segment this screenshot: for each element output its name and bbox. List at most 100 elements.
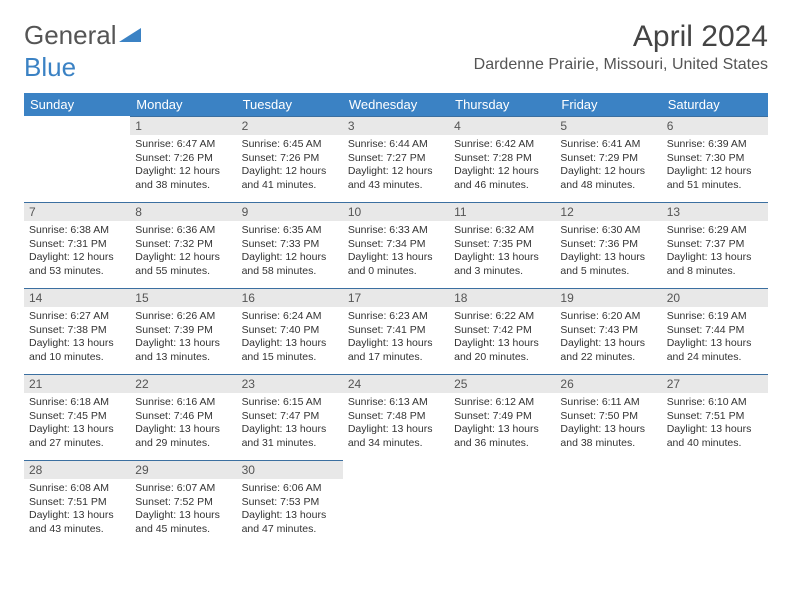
calendar-day-cell: 28Sunrise: 6:08 AMSunset: 7:51 PMDayligh… [24, 460, 130, 546]
calendar-day-cell: 1Sunrise: 6:47 AMSunset: 7:26 PMDaylight… [130, 116, 236, 202]
day-details: Sunrise: 6:38 AMSunset: 7:31 PMDaylight:… [24, 221, 130, 283]
day-details: Sunrise: 6:44 AMSunset: 7:27 PMDaylight:… [343, 135, 449, 197]
day-number: 29 [130, 460, 236, 479]
calendar-week-row: 7Sunrise: 6:38 AMSunset: 7:31 PMDaylight… [24, 202, 768, 288]
day-details: Sunrise: 6:39 AMSunset: 7:30 PMDaylight:… [662, 135, 768, 197]
day-details: Sunrise: 6:15 AMSunset: 7:47 PMDaylight:… [237, 393, 343, 455]
day-number: 12 [555, 202, 661, 221]
day-number: 22 [130, 374, 236, 393]
day-number: 11 [449, 202, 555, 221]
calendar-day-cell: 18Sunrise: 6:22 AMSunset: 7:42 PMDayligh… [449, 288, 555, 374]
day-details: Sunrise: 6:19 AMSunset: 7:44 PMDaylight:… [662, 307, 768, 369]
day-number: 10 [343, 202, 449, 221]
day-details: Sunrise: 6:16 AMSunset: 7:46 PMDaylight:… [130, 393, 236, 455]
day-details: Sunrise: 6:13 AMSunset: 7:48 PMDaylight:… [343, 393, 449, 455]
day-details: Sunrise: 6:45 AMSunset: 7:26 PMDaylight:… [237, 135, 343, 197]
title-block: April 2024 Dardenne Prairie, Missouri, U… [474, 20, 768, 78]
day-details: Sunrise: 6:35 AMSunset: 7:33 PMDaylight:… [237, 221, 343, 283]
calendar-day-cell: 24Sunrise: 6:13 AMSunset: 7:48 PMDayligh… [343, 374, 449, 460]
month-title: April 2024 [474, 20, 768, 54]
calendar-day-cell: 16Sunrise: 6:24 AMSunset: 7:40 PMDayligh… [237, 288, 343, 374]
location-text: Dardenne Prairie, Missouri, United State… [474, 56, 768, 74]
calendar-day-cell: 26Sunrise: 6:11 AMSunset: 7:50 PMDayligh… [555, 374, 661, 460]
day-details: Sunrise: 6:11 AMSunset: 7:50 PMDaylight:… [555, 393, 661, 455]
day-details: Sunrise: 6:47 AMSunset: 7:26 PMDaylight:… [130, 135, 236, 197]
calendar-day-cell [449, 460, 555, 546]
weekday-header-row: SundayMondayTuesdayWednesdayThursdayFrid… [24, 93, 768, 116]
day-number: 1 [130, 116, 236, 135]
logo-text-2: Blue [24, 52, 76, 82]
weekday-header: Sunday [24, 93, 130, 116]
day-details: Sunrise: 6:24 AMSunset: 7:40 PMDaylight:… [237, 307, 343, 369]
calendar-week-row: 28Sunrise: 6:08 AMSunset: 7:51 PMDayligh… [24, 460, 768, 546]
weekday-header: Monday [130, 93, 236, 116]
calendar-day-cell: 3Sunrise: 6:44 AMSunset: 7:27 PMDaylight… [343, 116, 449, 202]
calendar-week-row: 21Sunrise: 6:18 AMSunset: 7:45 PMDayligh… [24, 374, 768, 460]
logo: General [24, 20, 141, 51]
calendar-day-cell [343, 460, 449, 546]
calendar-day-cell: 6Sunrise: 6:39 AMSunset: 7:30 PMDaylight… [662, 116, 768, 202]
calendar-day-cell [555, 460, 661, 546]
calendar-day-cell: 17Sunrise: 6:23 AMSunset: 7:41 PMDayligh… [343, 288, 449, 374]
day-details: Sunrise: 6:22 AMSunset: 7:42 PMDaylight:… [449, 307, 555, 369]
day-number: 17 [343, 288, 449, 307]
day-number: 23 [237, 374, 343, 393]
day-number: 5 [555, 116, 661, 135]
calendar-day-cell: 13Sunrise: 6:29 AMSunset: 7:37 PMDayligh… [662, 202, 768, 288]
day-number: 27 [662, 374, 768, 393]
weekday-header: Wednesday [343, 93, 449, 116]
calendar-day-cell: 21Sunrise: 6:18 AMSunset: 7:45 PMDayligh… [24, 374, 130, 460]
day-number: 16 [237, 288, 343, 307]
day-details: Sunrise: 6:12 AMSunset: 7:49 PMDaylight:… [449, 393, 555, 455]
day-number: 30 [237, 460, 343, 479]
weekday-header: Tuesday [237, 93, 343, 116]
calendar-day-cell: 25Sunrise: 6:12 AMSunset: 7:49 PMDayligh… [449, 374, 555, 460]
calendar-day-cell: 8Sunrise: 6:36 AMSunset: 7:32 PMDaylight… [130, 202, 236, 288]
calendar-day-cell: 11Sunrise: 6:32 AMSunset: 7:35 PMDayligh… [449, 202, 555, 288]
day-details: Sunrise: 6:23 AMSunset: 7:41 PMDaylight:… [343, 307, 449, 369]
day-number: 26 [555, 374, 661, 393]
day-details: Sunrise: 6:20 AMSunset: 7:43 PMDaylight:… [555, 307, 661, 369]
day-number: 28 [24, 460, 130, 479]
calendar-day-cell: 22Sunrise: 6:16 AMSunset: 7:46 PMDayligh… [130, 374, 236, 460]
day-number: 20 [662, 288, 768, 307]
day-details: Sunrise: 6:06 AMSunset: 7:53 PMDaylight:… [237, 479, 343, 541]
calendar-week-row: 14Sunrise: 6:27 AMSunset: 7:38 PMDayligh… [24, 288, 768, 374]
calendar-week-row: 1Sunrise: 6:47 AMSunset: 7:26 PMDaylight… [24, 116, 768, 202]
day-details: Sunrise: 6:36 AMSunset: 7:32 PMDaylight:… [130, 221, 236, 283]
day-details: Sunrise: 6:30 AMSunset: 7:36 PMDaylight:… [555, 221, 661, 283]
day-number: 9 [237, 202, 343, 221]
day-number: 18 [449, 288, 555, 307]
day-details: Sunrise: 6:08 AMSunset: 7:51 PMDaylight:… [24, 479, 130, 541]
day-details: Sunrise: 6:42 AMSunset: 7:28 PMDaylight:… [449, 135, 555, 197]
calendar-day-cell: 14Sunrise: 6:27 AMSunset: 7:38 PMDayligh… [24, 288, 130, 374]
calendar-day-cell: 4Sunrise: 6:42 AMSunset: 7:28 PMDaylight… [449, 116, 555, 202]
calendar-day-cell: 12Sunrise: 6:30 AMSunset: 7:36 PMDayligh… [555, 202, 661, 288]
logo-text-1: General [24, 20, 117, 51]
calendar-day-cell: 19Sunrise: 6:20 AMSunset: 7:43 PMDayligh… [555, 288, 661, 374]
calendar-day-cell: 27Sunrise: 6:10 AMSunset: 7:51 PMDayligh… [662, 374, 768, 460]
calendar-day-cell: 5Sunrise: 6:41 AMSunset: 7:29 PMDaylight… [555, 116, 661, 202]
day-number: 19 [555, 288, 661, 307]
day-details: Sunrise: 6:07 AMSunset: 7:52 PMDaylight:… [130, 479, 236, 541]
day-number: 7 [24, 202, 130, 221]
calendar-table: SundayMondayTuesdayWednesdayThursdayFrid… [24, 93, 768, 546]
day-number: 15 [130, 288, 236, 307]
day-number: 6 [662, 116, 768, 135]
day-number: 13 [662, 202, 768, 221]
weekday-header: Saturday [662, 93, 768, 116]
calendar-day-cell: 23Sunrise: 6:15 AMSunset: 7:47 PMDayligh… [237, 374, 343, 460]
day-number: 8 [130, 202, 236, 221]
calendar-day-cell: 2Sunrise: 6:45 AMSunset: 7:26 PMDaylight… [237, 116, 343, 202]
calendar-day-cell: 7Sunrise: 6:38 AMSunset: 7:31 PMDaylight… [24, 202, 130, 288]
calendar-day-cell: 29Sunrise: 6:07 AMSunset: 7:52 PMDayligh… [130, 460, 236, 546]
calendar-day-cell [24, 116, 130, 202]
day-details: Sunrise: 6:41 AMSunset: 7:29 PMDaylight:… [555, 135, 661, 197]
day-number: 14 [24, 288, 130, 307]
logo-triangle-icon [119, 20, 141, 51]
day-details: Sunrise: 6:27 AMSunset: 7:38 PMDaylight:… [24, 307, 130, 369]
calendar-day-cell: 15Sunrise: 6:26 AMSunset: 7:39 PMDayligh… [130, 288, 236, 374]
weekday-header: Thursday [449, 93, 555, 116]
day-details: Sunrise: 6:18 AMSunset: 7:45 PMDaylight:… [24, 393, 130, 455]
calendar-day-cell [662, 460, 768, 546]
